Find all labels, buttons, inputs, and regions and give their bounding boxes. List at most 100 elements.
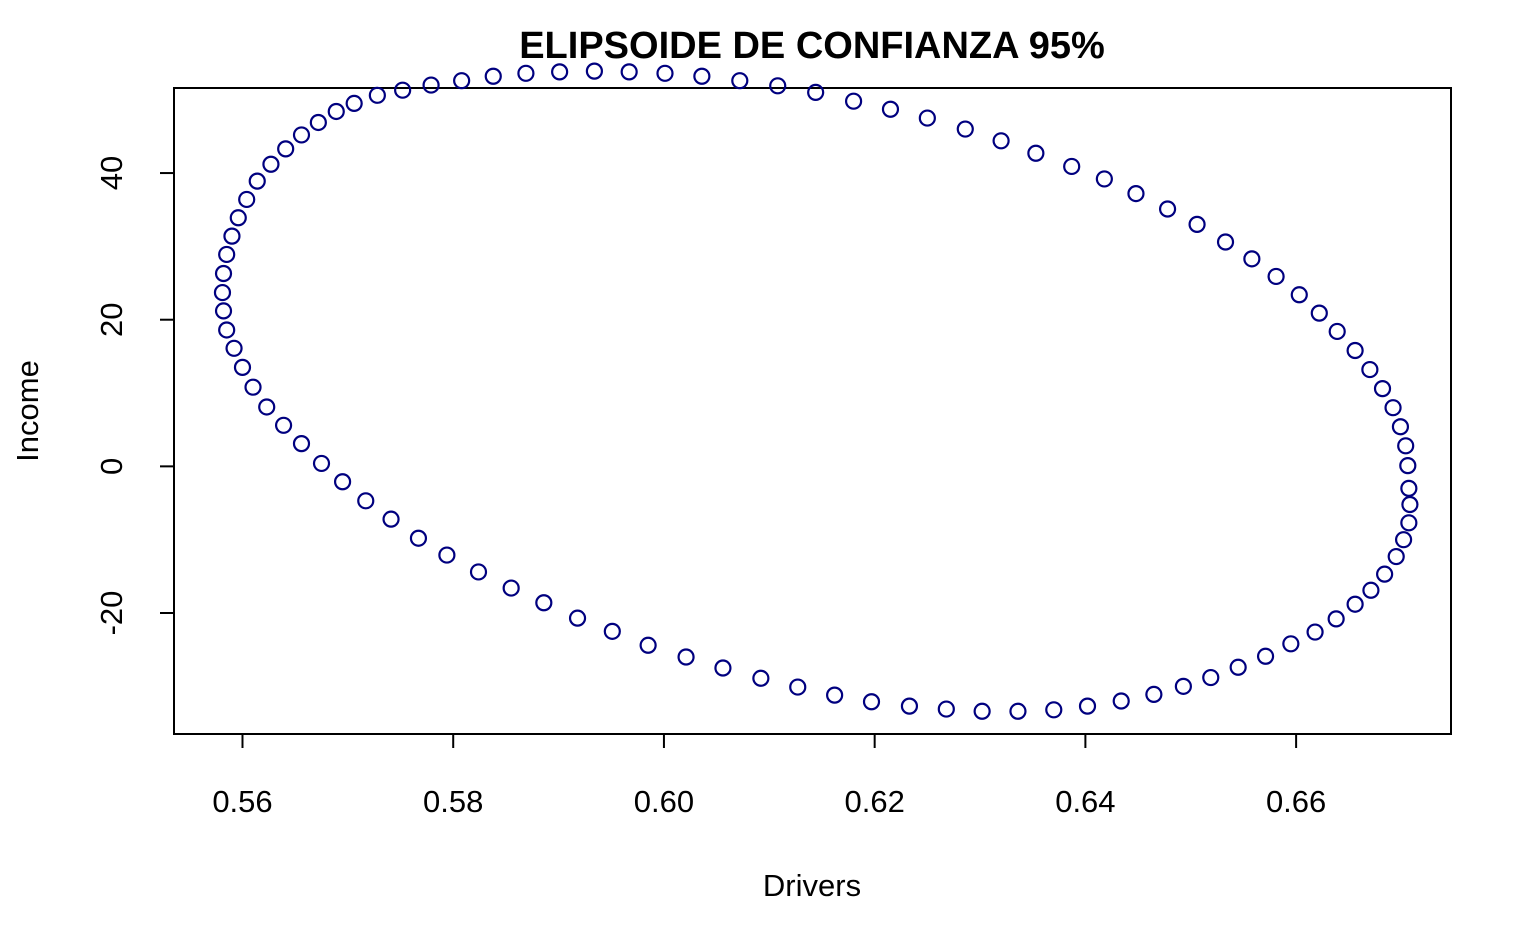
- y-tick-label: -20: [94, 591, 129, 636]
- y-axis: -20 0 20 40: [94, 156, 175, 636]
- data-point: [1400, 479, 1418, 497]
- data-point: [1328, 322, 1346, 341]
- data-point: [1243, 250, 1261, 268]
- data-point: [394, 81, 412, 99]
- data-point: [1387, 547, 1405, 566]
- data-point: [620, 63, 638, 81]
- data-point: [1361, 360, 1379, 379]
- data-point: [1174, 677, 1192, 695]
- data-point: [218, 245, 236, 264]
- x-tick-label: 0.60: [634, 784, 694, 819]
- data-point: [357, 492, 375, 510]
- data-point: [568, 609, 587, 627]
- data-points: [213, 62, 1419, 720]
- data-point: [309, 113, 327, 132]
- data-point: [333, 473, 352, 491]
- data-point: [368, 86, 386, 104]
- data-point: [551, 63, 569, 81]
- data-point: [1229, 658, 1247, 676]
- data-point: [1045, 701, 1063, 719]
- x-tick-label: 0.56: [212, 784, 272, 819]
- data-point: [789, 678, 807, 696]
- data-point: [225, 339, 243, 357]
- data-point: [1394, 531, 1413, 549]
- data-point: [312, 454, 331, 473]
- data-point: [844, 92, 863, 110]
- data-point: [937, 700, 955, 718]
- chart-title: ELIPSOIDE DE CONFIANZA 95%: [519, 25, 1105, 67]
- data-point: [517, 64, 535, 82]
- data-point: [752, 669, 770, 687]
- data-point: [1384, 399, 1402, 417]
- data-point: [603, 622, 621, 640]
- y-tick-label: 40: [94, 156, 129, 190]
- data-point: [213, 283, 232, 302]
- data-point: [1112, 692, 1130, 710]
- data-point: [1391, 418, 1410, 436]
- data-point: [1362, 581, 1380, 599]
- data-point: [1063, 157, 1081, 176]
- data-point: [1373, 380, 1392, 398]
- data-point: [382, 510, 400, 528]
- data-point: [1290, 286, 1308, 304]
- data-point: [1282, 635, 1300, 653]
- data-point: [1346, 595, 1364, 613]
- data-point: [502, 579, 520, 597]
- data-point: [956, 120, 974, 138]
- data-point: [223, 227, 241, 245]
- x-tick-label: 0.58: [423, 784, 483, 819]
- data-point: [535, 594, 553, 612]
- data-point: [585, 62, 603, 80]
- data-point: [1027, 144, 1045, 162]
- data-point: [274, 416, 293, 434]
- data-point: [1376, 565, 1394, 583]
- data-point: [1095, 170, 1113, 188]
- data-point: [862, 693, 881, 711]
- data-point: [693, 67, 711, 85]
- data-point: [345, 94, 363, 112]
- data-point: [1400, 514, 1418, 532]
- data-point: [769, 77, 787, 95]
- data-point: [677, 648, 695, 666]
- data-point: [453, 72, 471, 90]
- data-point: [277, 140, 295, 158]
- data-point: [1397, 437, 1415, 455]
- data-point: [233, 358, 252, 376]
- data-point: [731, 72, 749, 90]
- data-point: [1078, 697, 1097, 715]
- data-point: [1327, 610, 1345, 628]
- data-point: [1202, 668, 1220, 687]
- x-axis-label: Drivers: [763, 868, 861, 903]
- data-point: [973, 702, 991, 720]
- data-point: [714, 659, 732, 677]
- data-point: [1188, 215, 1206, 233]
- x-tick-label: 0.66: [1266, 784, 1326, 819]
- y-axis-label: Income: [10, 360, 45, 462]
- data-point: [639, 636, 657, 654]
- data-point: [1127, 184, 1145, 203]
- y-tick-label: 20: [94, 302, 129, 336]
- data-point: [1399, 457, 1417, 475]
- x-tick-label: 0.64: [1055, 784, 1115, 819]
- data-point: [438, 546, 456, 564]
- data-point: [327, 102, 345, 121]
- data-point: [484, 67, 502, 85]
- data-point: [409, 529, 428, 547]
- data-point: [292, 126, 311, 144]
- data-point: [918, 109, 936, 127]
- data-point: [1216, 233, 1235, 251]
- data-point: [214, 264, 233, 283]
- y-tick-label: 0: [94, 458, 129, 475]
- data-point: [1256, 647, 1275, 665]
- data-point: [214, 302, 233, 320]
- data-point: [292, 435, 311, 453]
- data-point: [258, 398, 276, 416]
- data-point: [1306, 623, 1324, 641]
- data-point: [1145, 685, 1163, 704]
- data-point: [1346, 341, 1364, 360]
- data-point: [826, 686, 844, 704]
- data-point: [1310, 304, 1328, 322]
- data-point: [248, 172, 266, 190]
